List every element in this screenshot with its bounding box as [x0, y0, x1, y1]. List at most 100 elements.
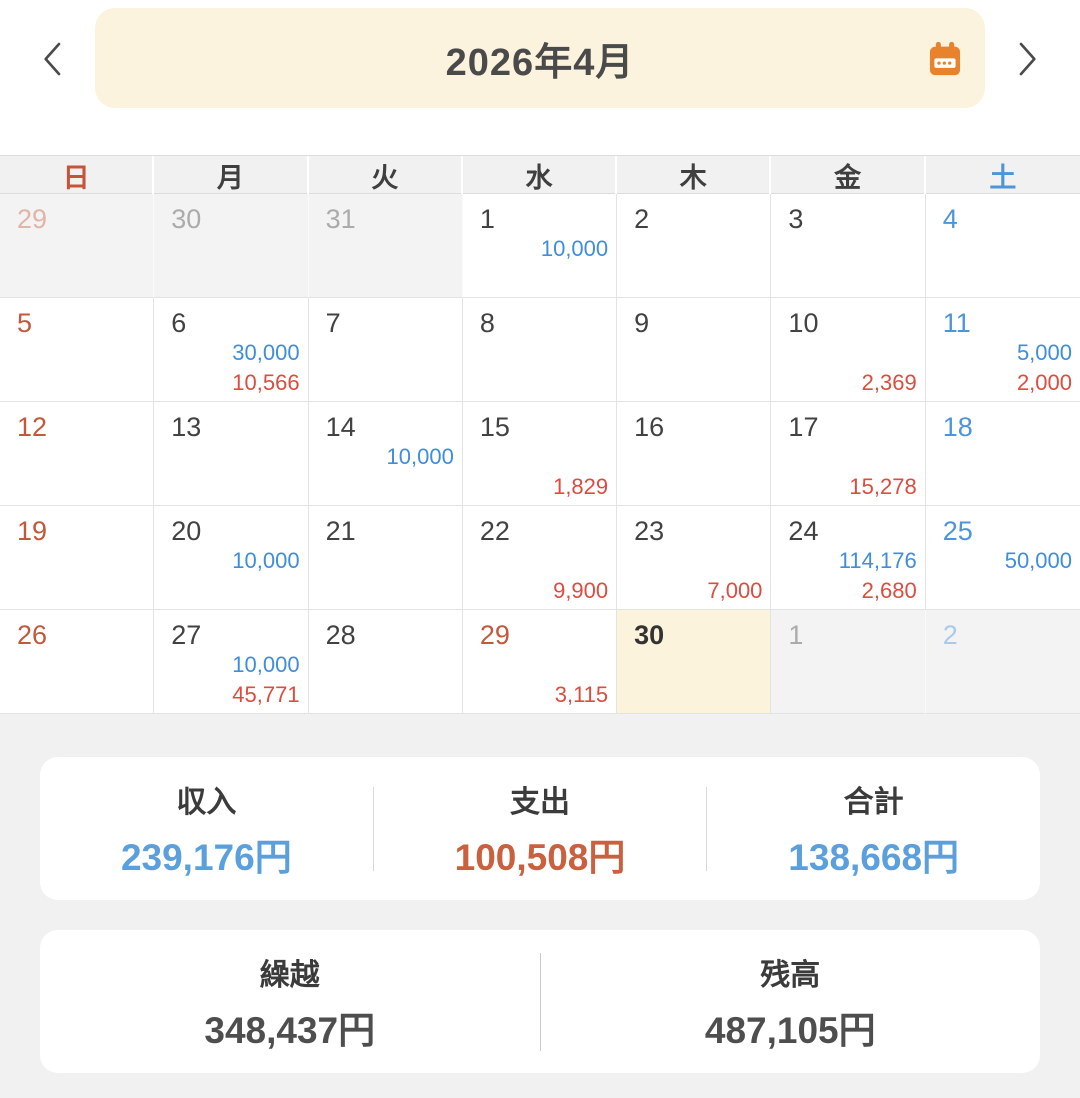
day-expense	[326, 264, 456, 294]
day-income	[634, 650, 764, 680]
day-number: 9	[634, 308, 650, 338]
day-income	[480, 546, 610, 576]
day-number: 31	[325, 204, 356, 234]
calendar-day-cell[interactable]: 29 3,115	[462, 610, 618, 714]
day-number: 5	[17, 308, 33, 338]
day-number: 18	[942, 412, 973, 442]
day-expense: 1,829	[553, 474, 609, 499]
day-expense: 10,566	[232, 370, 300, 395]
calendar-day-cell[interactable]: 23 7,000	[617, 506, 772, 610]
month-title: 2026年4月	[445, 41, 635, 84]
weekday-header: 月	[154, 156, 309, 195]
day-income	[171, 234, 301, 264]
expense-summary: 支出 100,508円	[374, 777, 707, 881]
calendar-day-cell[interactable]: 29	[0, 194, 155, 298]
carryover-label: 繰越	[259, 958, 320, 992]
calendar-day-cell[interactable]: 21	[308, 506, 463, 610]
day-expense	[480, 264, 610, 294]
calendar-day-cell[interactable]: 22 9,900	[462, 506, 618, 610]
day-income: 30,000	[232, 340, 300, 365]
calendar-day-cell[interactable]: 1 10,000	[462, 194, 618, 298]
calendar-day-cell[interactable]: 1	[771, 610, 926, 714]
calendar-day-cell[interactable]: 11 5,000 2,000	[925, 298, 1080, 402]
calendar-day-cell[interactable]: 2	[617, 194, 772, 298]
calendar-picker-button[interactable]	[925, 40, 965, 80]
calendar-day-cell[interactable]: 12	[0, 402, 155, 506]
month-header: 2026年4月	[0, 0, 1080, 155]
day-expense: 3,115	[554, 682, 609, 707]
month-selector[interactable]: 2026年4月	[95, 8, 985, 108]
day-income	[943, 442, 1074, 472]
day-expense	[17, 472, 147, 502]
day-number: 26	[17, 620, 48, 650]
calendar-day-cell[interactable]: 16	[617, 402, 772, 506]
calendar-day-cell[interactable]: 15 1,829	[462, 402, 618, 506]
day-expense	[480, 368, 610, 398]
calendar-day-cell[interactable]: 31	[308, 194, 463, 298]
day-number: 13	[171, 412, 202, 442]
calendar-day-cell[interactable]: 17 15,278	[771, 402, 926, 506]
total-label: 合計	[843, 785, 904, 819]
total-value: 138,668円	[788, 836, 960, 878]
day-expense	[943, 472, 1074, 502]
day-expense: 7,000	[707, 578, 763, 603]
day-income	[171, 442, 301, 472]
day-income	[634, 546, 764, 576]
carryover-value: 348,437円	[204, 1009, 376, 1051]
calendar-day-cell[interactable]: 26	[0, 610, 155, 714]
calendar-day-cell[interactable]: 8	[462, 298, 618, 402]
weekday-header: 水	[463, 156, 618, 195]
day-expense: 45,771	[232, 682, 300, 707]
calendar-day-cell[interactable]: 30	[617, 610, 772, 714]
calendar-day-cell[interactable]: 14 10,000	[308, 402, 463, 506]
weekday-header: 日	[0, 156, 155, 195]
day-income: 10,000	[540, 236, 609, 261]
day-number: 27	[171, 620, 202, 650]
day-income	[634, 442, 764, 472]
calendar-day-cell[interactable]: 10 2,369	[771, 298, 926, 402]
day-number: 8	[479, 308, 495, 338]
calendar-icon	[926, 41, 964, 81]
day-income	[17, 338, 147, 368]
day-income	[788, 338, 918, 368]
calendar-day-cell[interactable]: 28	[308, 610, 463, 714]
day-income: 10,000	[386, 444, 454, 469]
next-month-button[interactable]	[1000, 34, 1052, 86]
calendar-day-cell[interactable]: 7	[308, 298, 463, 402]
day-income: 10,000	[232, 652, 300, 677]
calendar-day-cell[interactable]: 24 114,176 2,680	[771, 506, 926, 610]
calendar-day-cell[interactable]: 6 30,000 10,566	[154, 298, 309, 402]
day-number: 2	[634, 204, 650, 234]
day-income: 50,000	[1004, 548, 1072, 573]
calendar-day-cell[interactable]: 4	[925, 194, 1080, 298]
calendar-day-cell[interactable]: 19	[0, 506, 155, 610]
day-expense	[788, 264, 918, 294]
calendar-day-cell[interactable]: 3	[771, 194, 926, 298]
calendar-day-cell[interactable]: 27 10,000 45,771	[154, 610, 309, 714]
calendar-day-cell[interactable]: 13	[154, 402, 309, 506]
calendar-day-cell[interactable]: 2	[925, 610, 1080, 714]
balance-summary: 残高 487,105円	[541, 950, 1041, 1054]
day-expense	[326, 368, 456, 398]
day-number: 12	[17, 412, 48, 442]
calendar-day-cell[interactable]: 25 50,000	[925, 506, 1080, 610]
calendar-day-cell[interactable]: 20 10,000	[154, 506, 309, 610]
day-number: 17	[788, 412, 819, 442]
day-number: 16	[634, 412, 665, 442]
calendar-day-cell[interactable]: 9	[617, 298, 772, 402]
calendar-day-cell[interactable]: 30	[154, 194, 309, 298]
day-income	[326, 338, 456, 368]
day-number: 2	[942, 620, 958, 650]
divider	[706, 786, 708, 871]
day-income	[17, 442, 147, 472]
day-income	[943, 234, 1074, 264]
calendar-day-cell[interactable]: 5	[0, 298, 155, 402]
day-income	[17, 234, 147, 264]
day-number: 14	[325, 412, 356, 442]
prev-month-button[interactable]	[28, 34, 80, 86]
day-expense: 15,278	[849, 474, 917, 499]
calendar-day-cell[interactable]: 18	[925, 402, 1080, 506]
day-expense	[943, 680, 1074, 710]
divider	[539, 952, 541, 1051]
